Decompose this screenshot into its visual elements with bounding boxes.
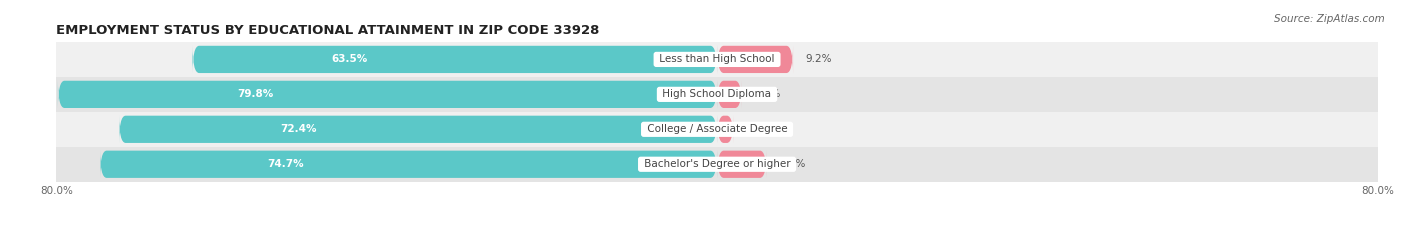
Text: High School Diploma: High School Diploma <box>659 89 775 99</box>
Text: 6.0%: 6.0% <box>779 159 806 169</box>
Text: College / Associate Degree: College / Associate Degree <box>644 124 790 134</box>
FancyBboxPatch shape <box>717 115 734 144</box>
Bar <box>56 112 1378 147</box>
FancyBboxPatch shape <box>717 45 793 74</box>
Text: 74.7%: 74.7% <box>267 159 304 169</box>
FancyBboxPatch shape <box>100 150 717 179</box>
Text: 9.2%: 9.2% <box>806 55 832 64</box>
Text: 3.0%: 3.0% <box>754 89 780 99</box>
Bar <box>56 77 1378 112</box>
Text: 63.5%: 63.5% <box>332 55 368 64</box>
Text: 72.4%: 72.4% <box>280 124 316 134</box>
Text: 79.8%: 79.8% <box>238 89 274 99</box>
FancyBboxPatch shape <box>193 45 717 74</box>
FancyBboxPatch shape <box>717 150 766 179</box>
Text: Source: ZipAtlas.com: Source: ZipAtlas.com <box>1274 14 1385 24</box>
Bar <box>56 42 1378 77</box>
Text: Less than High School: Less than High School <box>657 55 778 64</box>
Text: 2.0%: 2.0% <box>747 124 772 134</box>
FancyBboxPatch shape <box>717 80 742 109</box>
FancyBboxPatch shape <box>58 80 717 109</box>
Text: EMPLOYMENT STATUS BY EDUCATIONAL ATTAINMENT IN ZIP CODE 33928: EMPLOYMENT STATUS BY EDUCATIONAL ATTAINM… <box>56 24 599 37</box>
Text: Bachelor's Degree or higher: Bachelor's Degree or higher <box>641 159 793 169</box>
FancyBboxPatch shape <box>120 115 717 144</box>
Bar <box>56 147 1378 182</box>
